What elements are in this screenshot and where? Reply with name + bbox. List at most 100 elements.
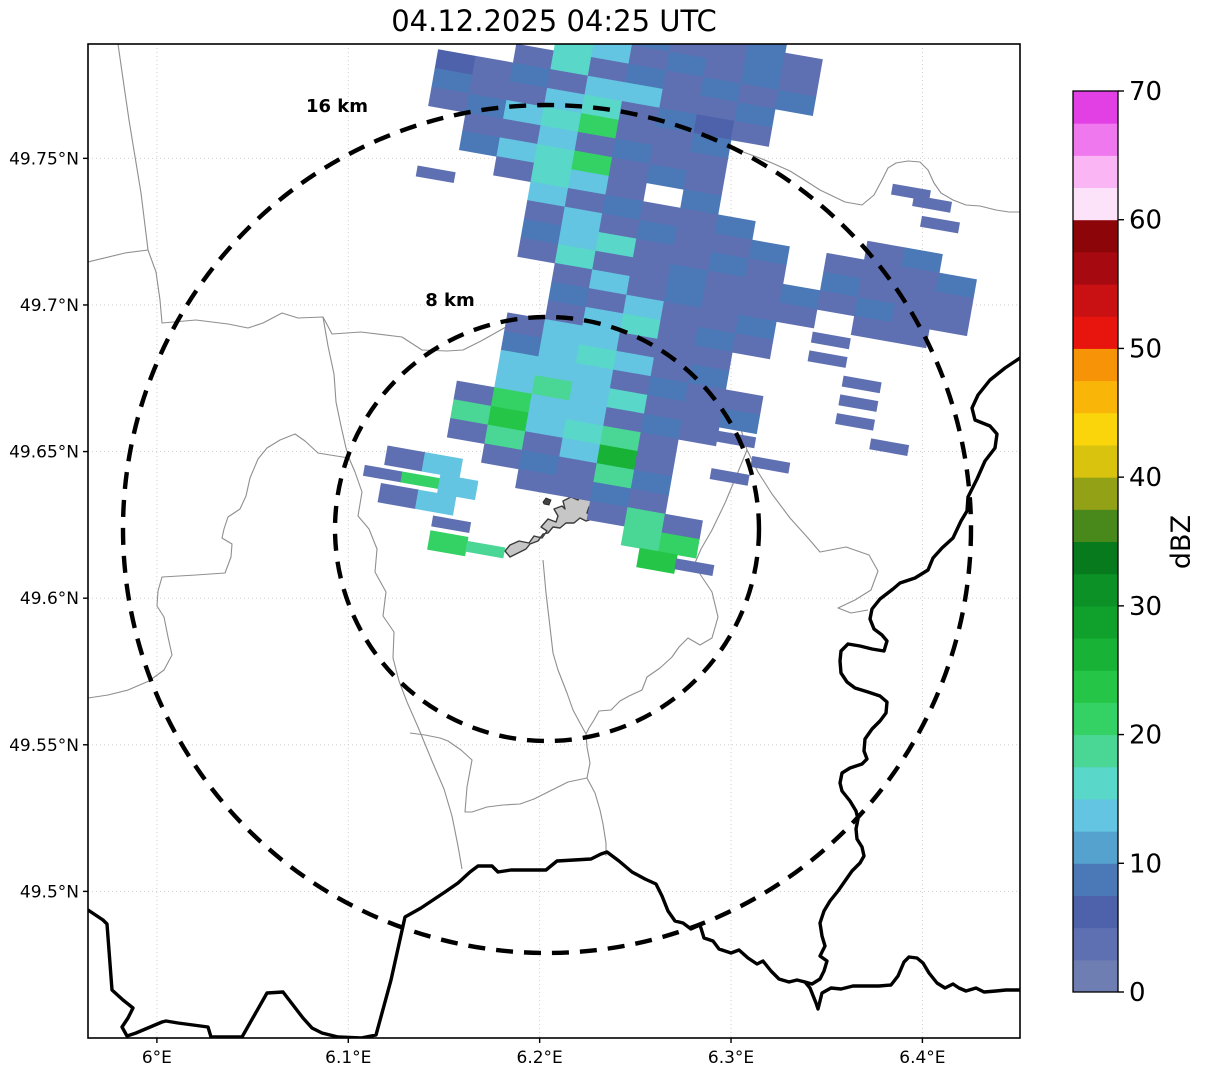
radar-echo-cell [494,368,536,395]
radar-echo-cell [709,44,752,47]
radar-echo-cell [857,278,899,305]
radar-echo-cell [935,272,977,299]
radar-echo-cell [745,258,787,285]
radar-echo-cell [740,64,783,91]
radar-echo-cell [585,288,627,315]
radar-echo-cell [920,215,960,234]
radar-echo-cell [446,418,489,445]
radar-echo-cell [816,290,859,317]
radar-echo-cell [458,130,501,157]
radar-echo-cell [531,375,574,402]
radar-echo-cell [778,71,820,98]
radar-echo-cell [674,558,715,576]
colorbar-segment [1073,831,1118,864]
radar-echo-cell [673,226,716,253]
radar-echo-cell [681,401,723,428]
boundary-line [409,732,588,813]
radar-echo-cell [687,364,730,391]
radar-echo-cell [499,118,542,145]
boundary-line [88,433,350,699]
radar-echo-cell [637,432,679,459]
radar-echo-cell [731,333,774,360]
radar-echo-cell [562,419,604,446]
radar-echo-cell [550,50,592,77]
radar-echo-cell [691,345,733,372]
colorbar-segment [1073,348,1118,382]
colorbar-outline [1072,90,1119,993]
radar-echo-cell [699,76,742,103]
radar-echo-cell [838,394,879,412]
radar-echo-cell [578,325,621,352]
radar-echo-cell [718,408,761,435]
radar-echo-cell [431,515,472,534]
radar-echo-cell [665,51,708,78]
radar-echo-cell [683,170,725,197]
colorbar-tick-label: 30 [1129,592,1162,622]
radar-echo-cell [538,337,580,364]
radar-echo-cell [618,101,660,128]
radar-echo-cell [493,156,535,183]
y-tick-label: 49.55°N [9,736,79,756]
radar-echo-cell [481,443,523,470]
radar-echo-cell [678,420,720,447]
radar-echo-cell [606,388,648,415]
colorbar-segment [1073,509,1118,542]
colorbar-segment [1073,91,1118,124]
radar-echo-cell [530,162,572,189]
radar-echo-cell [823,252,865,279]
radar-echo-cell [662,70,704,97]
radar-echo-cell [569,381,611,408]
range-ring-label: 16 km [306,96,368,117]
boundary-line [322,316,350,459]
colorbar-segment [1073,477,1118,510]
y-tick-label: 49.6°N [20,589,79,609]
radar-echo-cell [434,49,477,76]
boundary-line [542,559,587,735]
radar-echo-cell [626,276,668,303]
x-tick-label: 6°E [142,1048,172,1068]
colorbar-segment [1073,766,1118,800]
radar-echo-cell [701,289,743,316]
colorbar-unit-label: dBZ [1166,514,1197,570]
y-tick-label: 49.75°N [9,149,79,169]
radar-echo-cell [599,425,642,452]
y-tick-label: 49.7°N [20,296,79,316]
radar-echo-cell [680,189,722,216]
radar-echo-cell [497,349,539,376]
colorbar-segment [1073,638,1118,671]
radar-echo-cell [850,315,893,342]
radar-echo-cell [589,481,632,508]
radar-echo-cell [572,362,614,389]
radar-echo-cell [774,89,817,116]
radar-echo-cell [587,56,630,83]
radar-echo-cell [465,540,506,559]
radar-echo-cell [869,438,910,456]
radar-echo-cell [577,113,620,140]
radar-echo-cell [636,219,678,246]
city-center-mark [542,497,552,506]
figure-title: 04.12.2025 04:25 UTC [391,4,717,38]
radar-echo-cell [564,187,607,214]
radar-echo-cell [686,151,729,178]
radar-echo-cell [575,344,618,371]
radar-echo-cell [669,44,711,59]
radar-echo-cell [490,387,533,414]
radar-echo-cell [684,382,727,409]
colorbar-segment [1073,316,1118,349]
radar-echo-cell [533,143,576,170]
radar-echo-cell [552,475,594,502]
radar-echo-cell [620,525,663,552]
radar-echo-cell [598,213,641,240]
radar-echo-cell [625,63,667,90]
colorbar-segment [1073,927,1118,961]
radar-echo-cell [472,55,514,82]
radar-echo-cell [750,456,791,474]
radar-echo-cell [807,350,848,368]
radar-echo-cell [676,207,719,234]
radar-echo-cell [704,270,746,297]
colorbar-segment [1073,798,1118,832]
colorbar-segment [1073,219,1118,253]
radar-echo-cell [574,131,616,158]
radar-echo-cell [616,332,658,359]
